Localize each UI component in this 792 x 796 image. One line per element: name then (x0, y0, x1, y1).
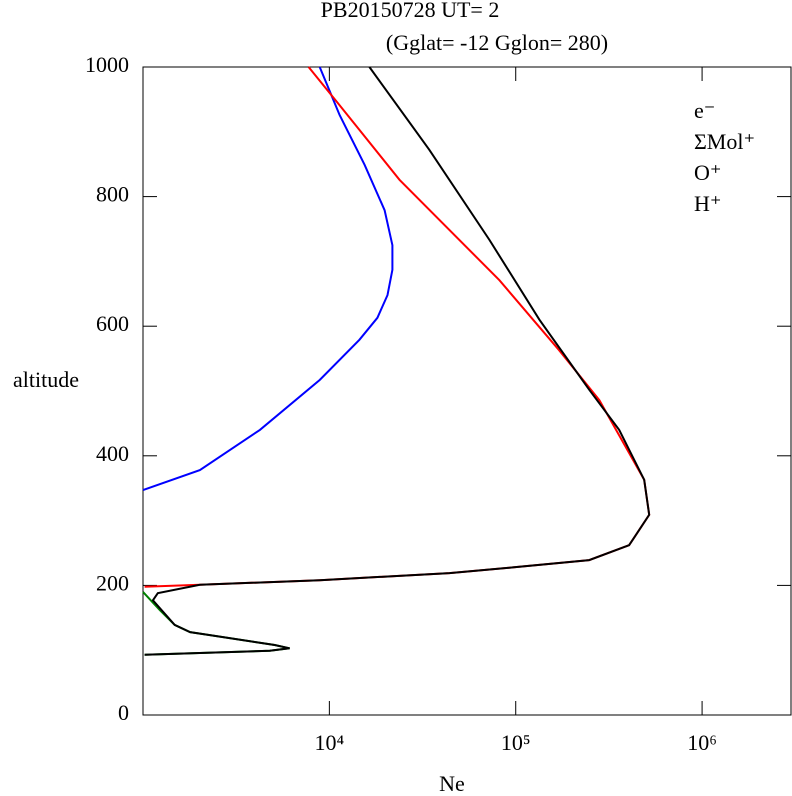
y-tick-label: 400 (96, 441, 129, 466)
y-tick-label: 600 (96, 311, 129, 336)
x-tick-label: 10⁶ (687, 730, 717, 755)
chart-title: PB20150728 UT= 2 (321, 0, 500, 22)
y-axis-label: altitude (13, 367, 79, 392)
legend-label: H⁺ (694, 191, 722, 216)
x-tick-label: 10⁴ (315, 730, 345, 755)
series-line (142, 591, 290, 656)
y-tick-label: 200 (96, 570, 129, 595)
series-line (142, 66, 394, 492)
x-tick-label: 10⁵ (501, 730, 531, 755)
chart-subtitle: (Gglat= -12 Gglon= 280) (386, 30, 608, 55)
y-tick-label: 800 (96, 182, 129, 207)
series-line (144, 66, 651, 588)
legend-label: e⁻ (694, 98, 715, 123)
y-tick-label: 1000 (85, 52, 129, 77)
plot-frame (142, 66, 792, 716)
x-axis-label: Ne (439, 771, 465, 796)
legend-label: ΣMol⁺ (694, 129, 755, 154)
y-tick-label: 0 (118, 700, 129, 725)
series-line (144, 66, 651, 656)
legend-label: O⁺ (694, 160, 722, 185)
